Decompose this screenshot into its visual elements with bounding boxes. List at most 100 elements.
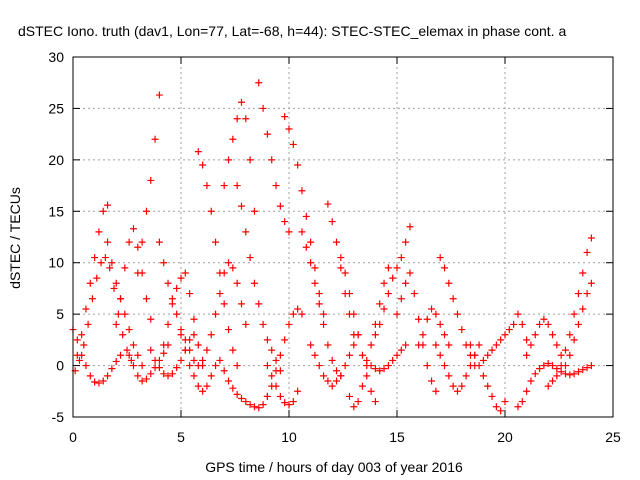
data-point — [475, 362, 483, 370]
data-point — [315, 300, 323, 308]
data-point — [112, 357, 120, 365]
data-point — [518, 398, 526, 406]
data-point — [423, 362, 431, 370]
data-point — [345, 392, 353, 400]
data-point — [246, 156, 254, 164]
data-point — [523, 387, 531, 395]
data-point — [84, 320, 92, 328]
data-point — [445, 341, 453, 349]
data-point — [121, 310, 129, 318]
data-point — [389, 356, 397, 364]
data-point — [428, 377, 436, 385]
data-point — [557, 368, 565, 376]
data-point — [97, 259, 105, 267]
data-point — [190, 356, 198, 364]
data-point — [324, 341, 332, 349]
data-point — [376, 367, 384, 375]
data-point — [147, 176, 155, 184]
data-point — [138, 238, 146, 246]
series-36 — [561, 279, 595, 370]
series-9 — [160, 269, 207, 364]
data-point — [121, 264, 129, 272]
data-point — [259, 104, 267, 112]
data-point — [194, 382, 202, 390]
data-point — [415, 315, 423, 323]
data-point — [177, 274, 185, 282]
data-point — [99, 207, 107, 215]
data-point — [587, 279, 595, 287]
series-4 — [112, 225, 155, 328]
data-point — [276, 202, 284, 210]
data-point — [194, 148, 202, 156]
series-6 — [134, 91, 163, 277]
series-10 — [177, 331, 220, 395]
series-11 — [194, 148, 241, 370]
data-point — [333, 377, 341, 385]
series-34 — [523, 315, 565, 359]
data-point — [142, 207, 150, 215]
data-point — [272, 182, 280, 190]
data-point — [453, 387, 461, 395]
data-point — [127, 356, 135, 364]
data-point — [358, 351, 366, 359]
data-point — [540, 315, 548, 323]
data-point — [475, 341, 483, 349]
data-point — [272, 367, 280, 375]
series-16 — [255, 79, 293, 236]
data-point — [199, 387, 207, 395]
data-point — [402, 279, 410, 287]
data-point — [110, 284, 118, 292]
data-point — [229, 264, 237, 272]
data-point — [160, 341, 168, 349]
data-point — [574, 290, 582, 298]
data-point — [501, 398, 509, 406]
data-point — [579, 366, 587, 374]
plot-frame — [72, 56, 614, 418]
data-point — [393, 310, 401, 318]
data-point — [397, 346, 405, 354]
data-point — [410, 290, 418, 298]
data-point — [125, 351, 133, 359]
series-31 — [466, 341, 509, 415]
data-point — [190, 315, 198, 323]
data-point — [160, 349, 168, 357]
data-point — [579, 269, 587, 277]
x-tick-labels: 0 5 10 15 20 25 — [69, 429, 621, 445]
y-tick-label: 15 — [48, 203, 64, 219]
data-point — [155, 364, 163, 372]
data-point — [289, 398, 297, 406]
data-point — [138, 362, 146, 370]
data-point — [285, 125, 293, 133]
series-14 — [220, 98, 258, 215]
data-point — [518, 320, 526, 328]
data-point — [406, 223, 414, 231]
data-point — [250, 207, 258, 215]
data-point — [307, 259, 315, 267]
data-point — [384, 264, 392, 272]
data-point — [337, 264, 345, 272]
data-point — [114, 310, 122, 318]
data-point — [380, 305, 388, 313]
data-point — [579, 305, 587, 313]
data-point — [449, 382, 457, 390]
data-points — [69, 79, 595, 415]
y-tick-label: 0 — [56, 358, 64, 374]
data-point — [367, 387, 375, 395]
data-point — [86, 279, 94, 287]
data-point — [82, 305, 90, 313]
data-point — [190, 331, 198, 339]
data-point — [536, 365, 544, 373]
data-point — [574, 368, 582, 376]
data-point — [350, 310, 358, 318]
tick-marks — [72, 56, 614, 418]
data-point — [549, 331, 557, 339]
data-point — [237, 394, 245, 402]
data-point — [155, 238, 163, 246]
data-point — [220, 300, 228, 308]
y-axis-label: dSTEC / TECUs — [7, 187, 23, 289]
data-point — [225, 377, 233, 385]
data-point — [268, 372, 276, 380]
data-point — [216, 290, 224, 298]
data-point — [164, 372, 172, 380]
data-point — [583, 364, 591, 372]
